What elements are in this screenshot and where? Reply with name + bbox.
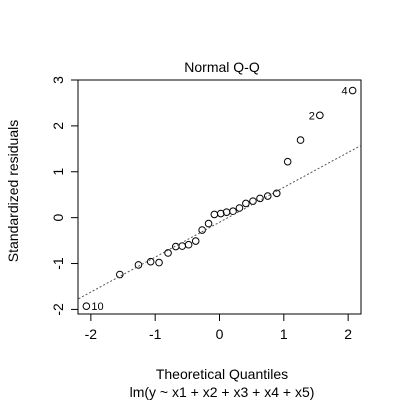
data-point — [82, 302, 91, 311]
y-tick-label: 0 — [50, 214, 66, 222]
data-point — [256, 194, 264, 203]
y-axis-label: Standardized residuals — [5, 120, 21, 262]
point-labels-layer: 10 2 4 — [91, 86, 347, 314]
data-point — [191, 237, 200, 245]
x-axis-label: Theoretical Quantiles — [156, 366, 288, 382]
data-point — [242, 199, 250, 208]
data-point — [216, 209, 225, 218]
x-tick-label: 1 — [280, 326, 288, 342]
data-point — [296, 136, 305, 144]
plot-frame — [77, 79, 362, 315]
data-point — [178, 242, 186, 250]
axes-layer: -2 -1 0 1 2 -2 -1 0 1 2 3 — [50, 76, 362, 342]
data-point — [316, 111, 324, 120]
y-tick-label: 3 — [50, 76, 66, 84]
data-point — [263, 192, 272, 200]
x-tick-label: -1 — [149, 326, 162, 342]
x-axis-subtitle: lm(y ~ x1 + x2 + x3 + x4 + x5) — [130, 384, 315, 400]
data-point — [134, 261, 143, 269]
data-point — [198, 226, 206, 234]
data-point — [116, 270, 124, 279]
chart-title: Normal Q-Q — [184, 59, 260, 75]
point-label: 10 — [91, 301, 103, 313]
x-tick-label: 2 — [344, 326, 352, 342]
x-tick-label: 0 — [216, 326, 224, 342]
data-point — [184, 240, 193, 249]
data-point — [235, 204, 244, 212]
y-tick-label: 2 — [50, 122, 66, 130]
points-layer — [82, 86, 357, 311]
x-tick-label: -2 — [85, 326, 98, 342]
data-point — [348, 86, 357, 95]
y-tick-label: -1 — [50, 257, 66, 270]
data-point — [229, 207, 237, 216]
data-point — [164, 249, 172, 257]
data-point — [204, 219, 213, 228]
reference-line — [78, 144, 361, 300]
data-point — [210, 210, 219, 219]
y-tick-label: -2 — [50, 303, 66, 316]
data-point — [249, 197, 257, 205]
data-point — [155, 258, 163, 267]
point-label: 4 — [342, 86, 348, 98]
data-point — [146, 257, 155, 266]
y-tick-label: 1 — [50, 168, 66, 176]
point-label: 2 — [309, 110, 315, 122]
data-point — [283, 157, 292, 166]
